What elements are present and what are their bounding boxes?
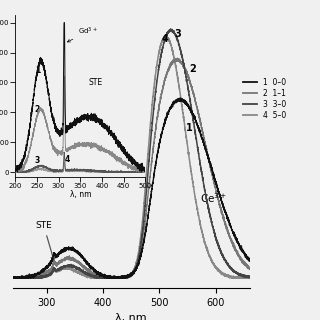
Text: 4: 4 [162,34,168,44]
Legend: 1  0–0, 2  1–1, 3  3–0, 4  5–0: 1 0–0, 2 1–1, 3 3–0, 4 5–0 [240,75,289,123]
X-axis label: λ, nm: λ, nm [116,313,147,320]
Text: 2: 2 [189,64,196,74]
Text: 3: 3 [175,29,181,39]
Text: STE: STE [36,221,55,260]
Text: 1: 1 [186,124,193,133]
Text: Ce$^{3+}$: Ce$^{3+}$ [200,192,227,205]
